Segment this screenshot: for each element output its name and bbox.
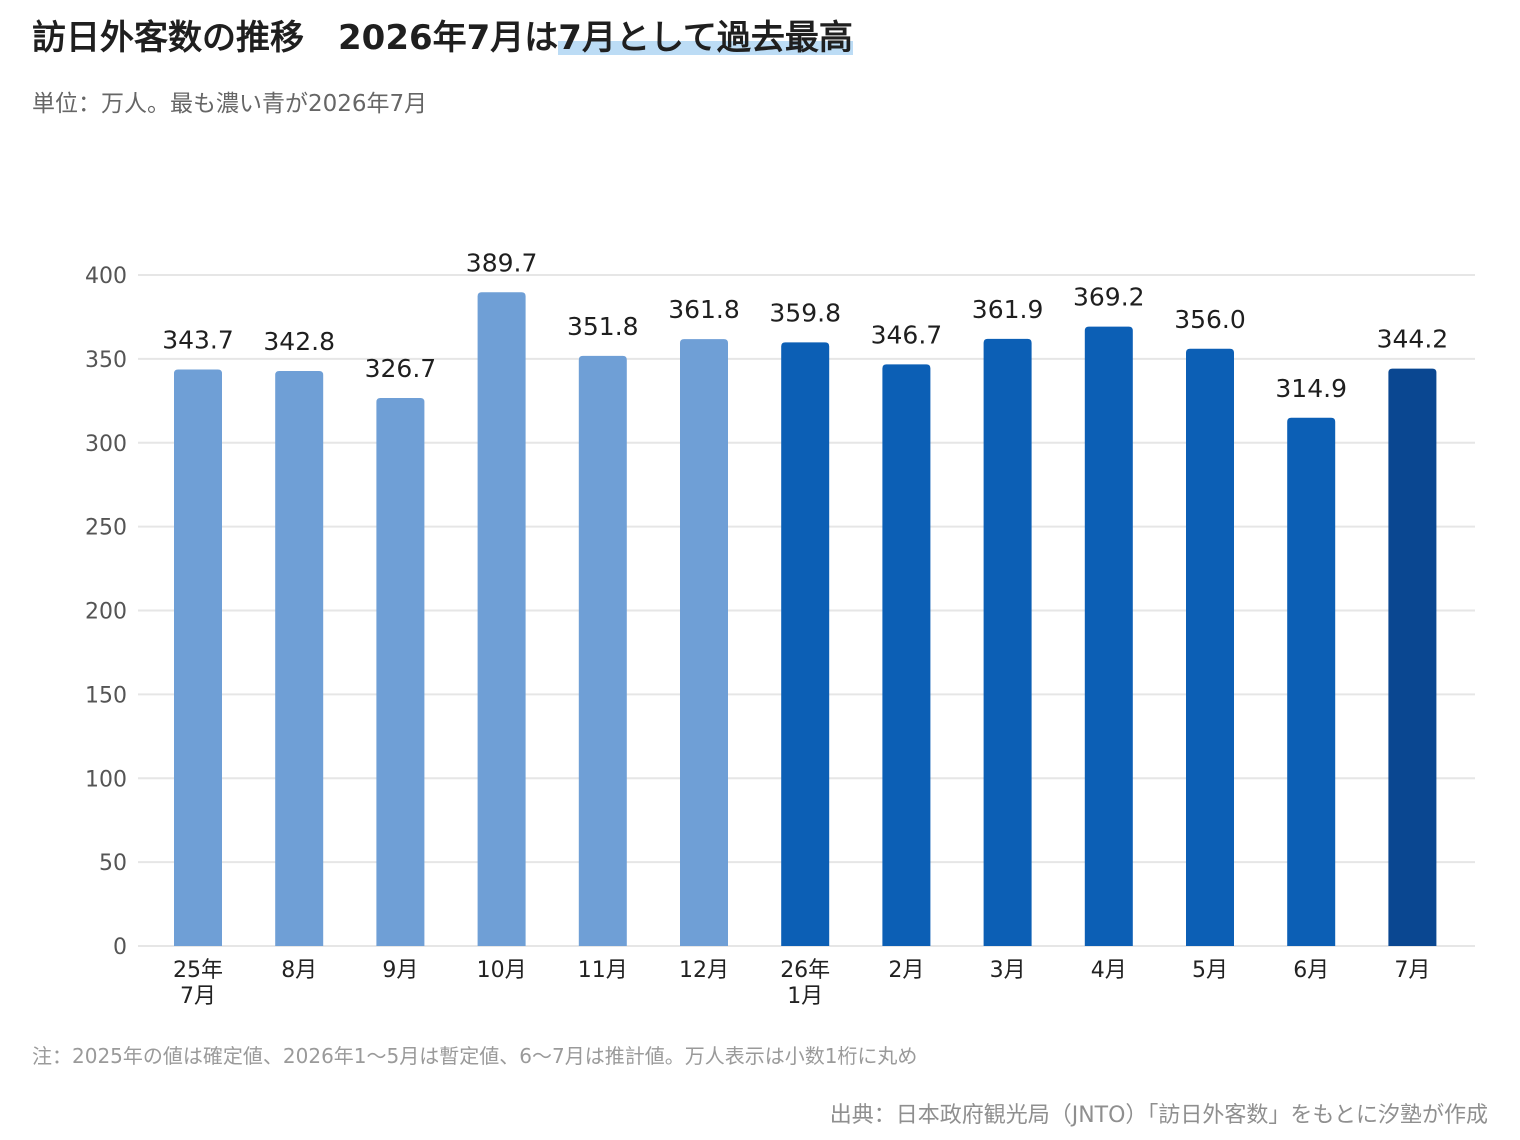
chart-title: 訪日外客数の推移 2026年7月は7月として過去最高 — [32, 14, 853, 62]
bar — [1388, 368, 1437, 946]
bar — [275, 370, 324, 946]
x-tick-label: 11月 — [578, 958, 628, 983]
bar-value-label: 342.8 — [263, 327, 335, 356]
bar-value-label: 351.8 — [567, 312, 639, 341]
y-tick-label: 50 — [99, 851, 127, 876]
bar — [376, 397, 425, 946]
title-sub: 2026年7月は — [338, 18, 559, 58]
x-tick-label: 3月 — [990, 958, 1026, 983]
x-tick-label: 7月 — [180, 984, 216, 1009]
chart-source: 出典：日本政府観光局（JNTO）「訪日外客数」をもとに汐塾が作成 — [829, 1103, 1488, 1128]
y-tick-label: 200 — [85, 600, 127, 625]
bar-value-label: 361.8 — [668, 295, 740, 324]
bar — [781, 342, 830, 946]
bar-value-label: 326.7 — [365, 354, 437, 383]
bar — [882, 364, 931, 946]
bar-value-label: 344.2 — [1377, 325, 1449, 354]
bar — [1287, 417, 1336, 946]
y-tick-label: 0 — [113, 935, 127, 960]
bar-value-label: 356.0 — [1174, 305, 1246, 334]
x-tick-label: 1月 — [787, 984, 823, 1009]
x-tick-label: 12月 — [679, 958, 729, 983]
bar-value-label: 346.7 — [871, 320, 943, 349]
bar-value-label: 369.2 — [1073, 283, 1145, 312]
y-tick-label: 100 — [85, 767, 127, 792]
title-main: 訪日外客数の推移 — [32, 18, 304, 58]
bar-value-label: 359.8 — [769, 298, 841, 327]
x-tick-label: 26年 — [780, 958, 830, 983]
bar-chart: 050100150200250300350400343.725年7月342.88… — [85, 248, 1475, 1009]
x-tick-label: 5月 — [1192, 958, 1228, 983]
bar-value-label: 343.7 — [162, 325, 234, 354]
x-tick-label: 10月 — [477, 958, 527, 983]
bar — [1084, 326, 1133, 946]
x-tick-label: 7月 — [1394, 958, 1430, 983]
y-tick-label: 400 — [85, 264, 127, 289]
bar — [578, 355, 627, 947]
bar-value-label: 389.7 — [466, 248, 538, 277]
y-tick-label: 350 — [85, 348, 127, 373]
bar-value-label: 314.9 — [1275, 374, 1347, 403]
x-tick-label: 2月 — [888, 958, 924, 983]
x-tick-label: 9月 — [382, 958, 418, 983]
bar — [680, 339, 728, 946]
x-tick-label: 25年 — [173, 958, 223, 983]
title-highlight: 7月として過去最高 — [558, 18, 853, 58]
y-tick-label: 150 — [85, 683, 127, 708]
y-tick-label: 300 — [85, 432, 127, 457]
x-tick-label: 4月 — [1091, 958, 1127, 983]
x-tick-label: 8月 — [281, 958, 317, 983]
bar — [983, 338, 1032, 947]
x-tick-label: 6月 — [1293, 958, 1329, 983]
y-tick-label: 250 — [85, 516, 127, 541]
bar — [174, 369, 222, 946]
bar — [477, 292, 526, 946]
chart-subtitle: 単位：万人。最も濃い青が2026年7月 — [32, 91, 428, 117]
bar — [1186, 348, 1234, 946]
bar-value-label: 361.9 — [972, 295, 1044, 324]
chart-note: 注：2025年の値は確定値、2026年1〜5月は暫定値、6〜7月は推計値。万人表… — [32, 1044, 918, 1068]
